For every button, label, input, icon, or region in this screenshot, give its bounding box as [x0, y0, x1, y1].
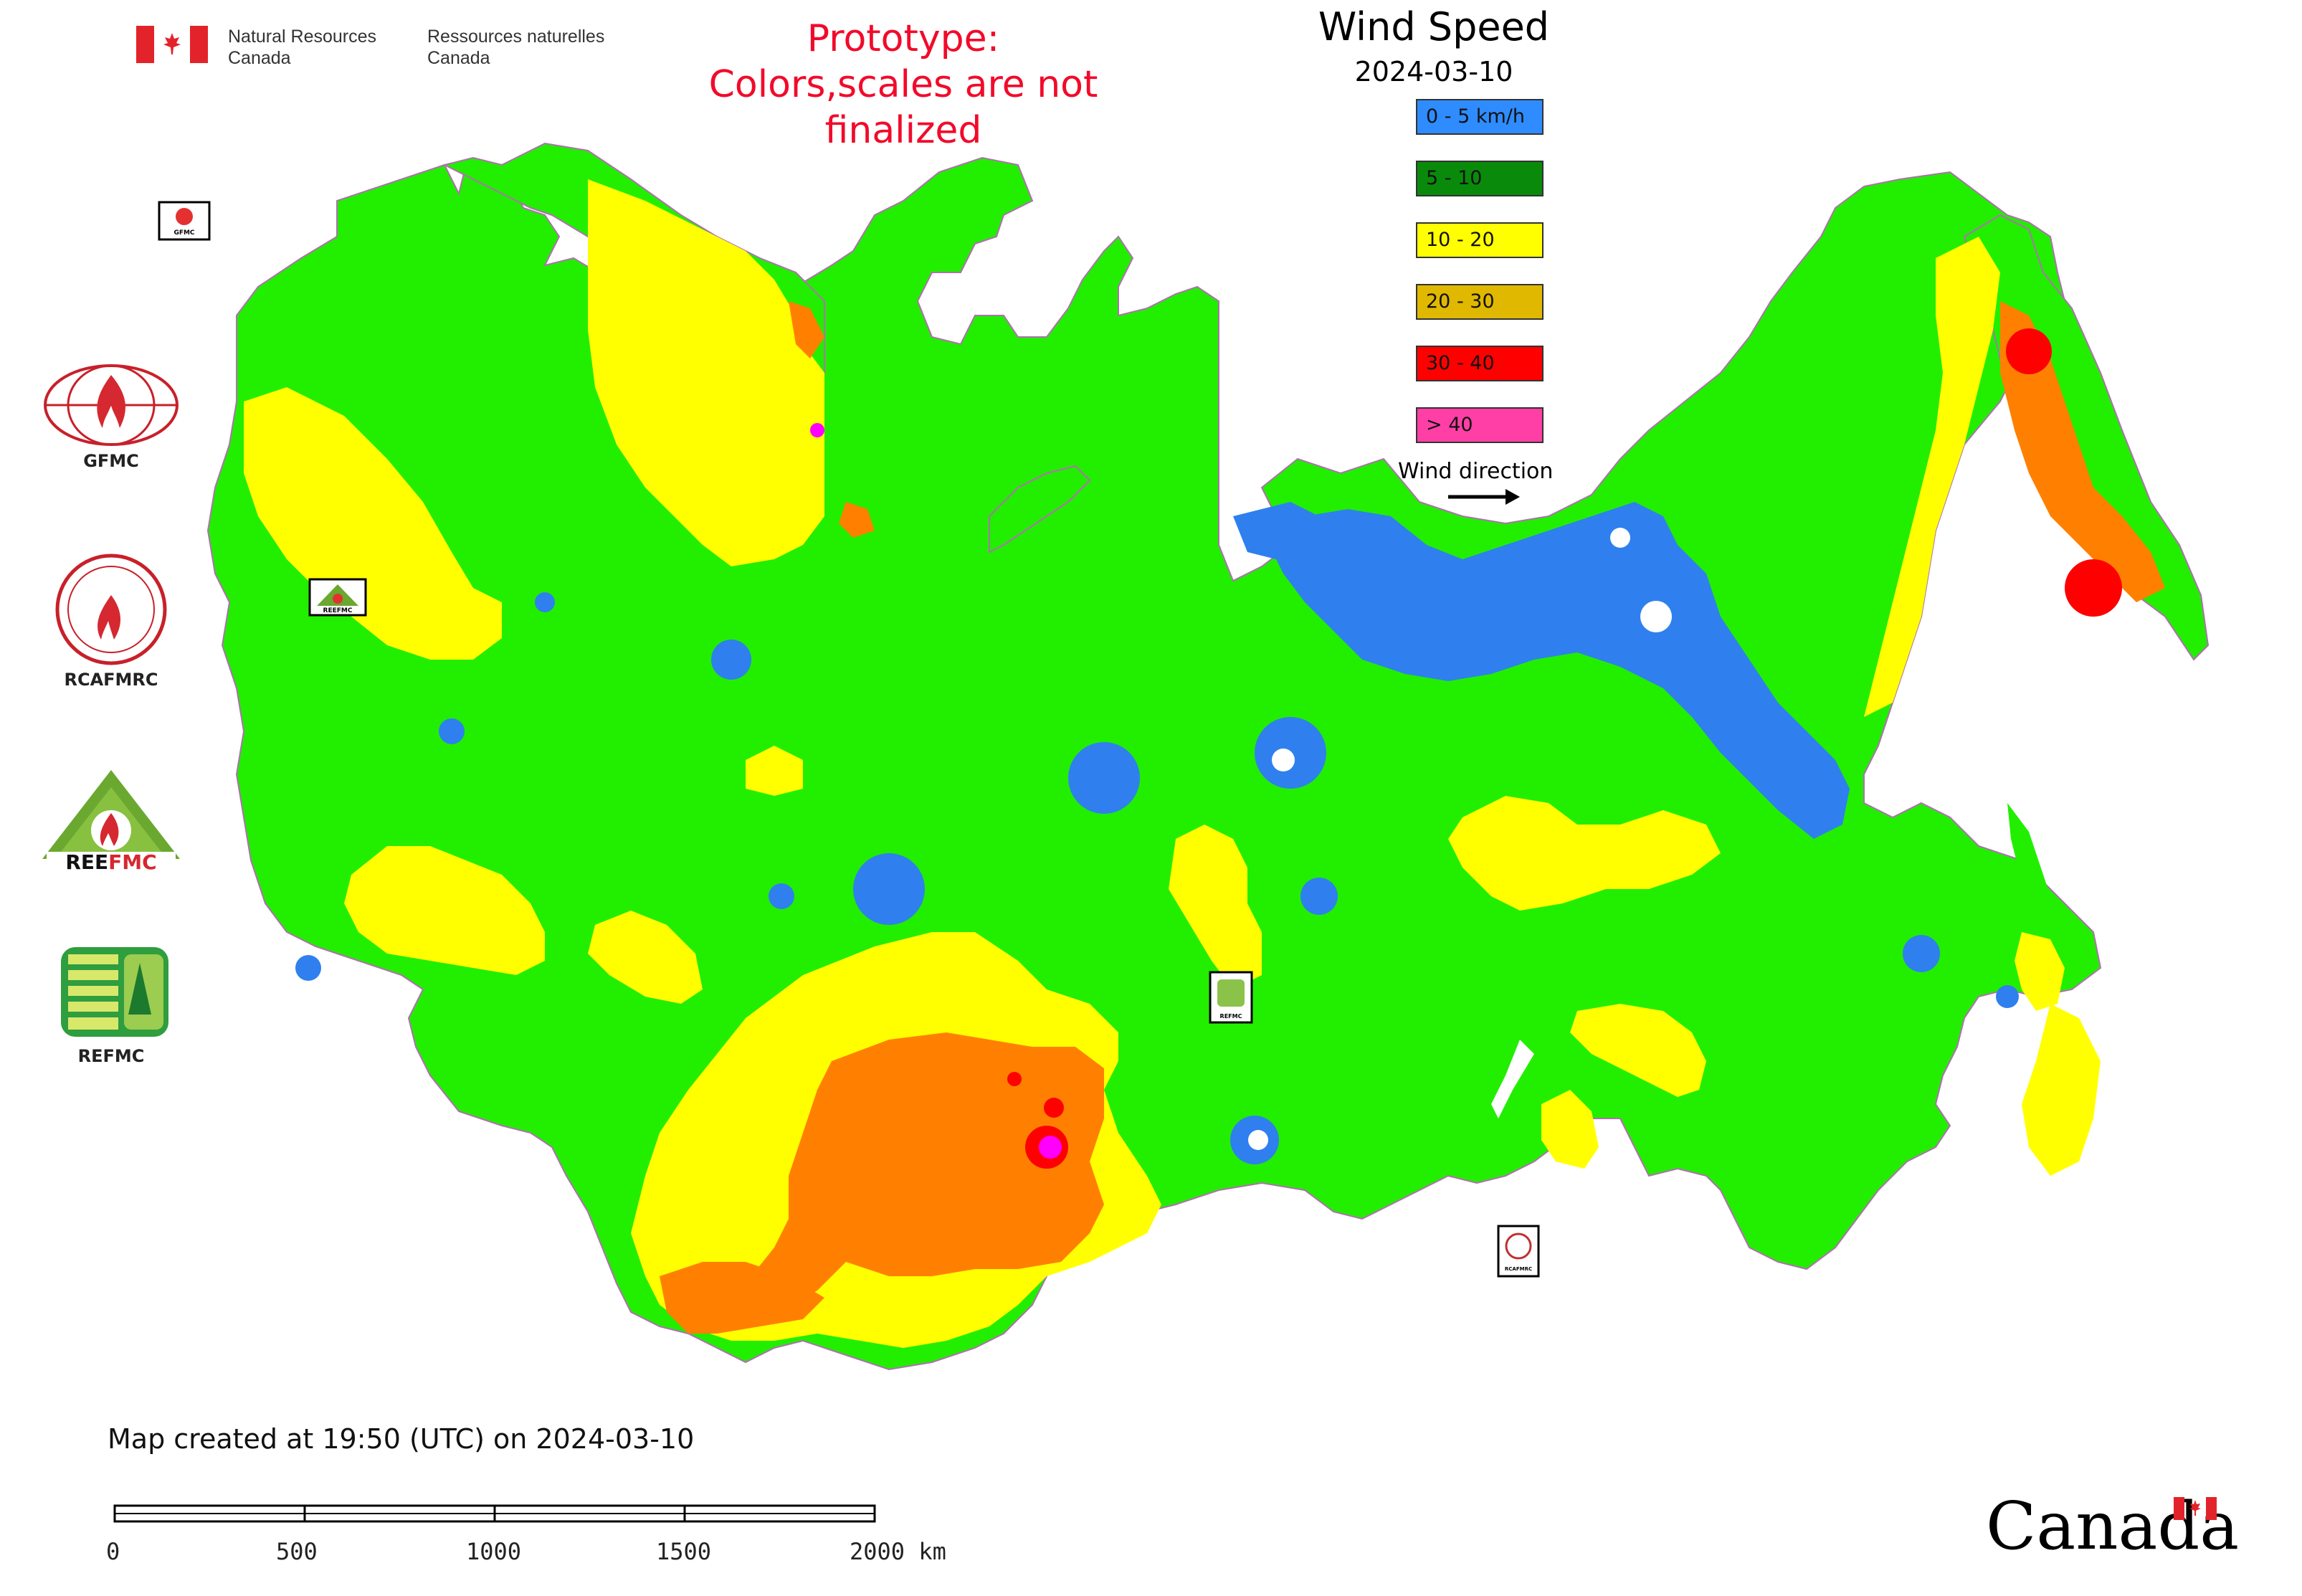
zone-orange-caspian: [660, 1262, 824, 1334]
legend-item: 30 - 40: [1416, 346, 1544, 381]
org-name-fr: Ressources naturelles Canada: [427, 27, 605, 68]
legend-item: 5 - 10: [1416, 161, 1544, 196]
canada-wordmark-flag-icon: [2174, 1497, 2217, 1520]
wind-direction-label: Wind direction: [1398, 459, 1554, 484]
calm-spot-5: [711, 640, 751, 680]
svg-text:REEFMC: REEFMC: [323, 607, 353, 614]
hotspot-red-kamchatka: [2006, 328, 2052, 374]
hotspot-red-kazakh-1: [1007, 1072, 1022, 1086]
calm-spot-9: [1996, 985, 2019, 1008]
legend-item: 20 - 30: [1416, 284, 1544, 320]
zone-yellow-baikal-east: [1570, 1004, 1706, 1097]
lake-1: [1640, 601, 1672, 632]
scale-label-500: 500: [276, 1538, 318, 1565]
logo-gfmc-label: GFMC: [83, 451, 139, 471]
calm-spot-4: [1300, 878, 1338, 915]
scale-label-1500: 1500: [656, 1538, 712, 1565]
refmc-emblem-icon: [61, 947, 168, 1037]
legend-item: 0 - 5 km/h: [1416, 99, 1544, 135]
wind-direction-arrow-icon: [1448, 489, 1520, 505]
hotspot-magenta-kazakh: [1039, 1136, 1062, 1159]
zone-yellow-ural: [588, 911, 703, 1004]
logo-rcafmrc: RCAFMRC: [39, 552, 183, 690]
map-badge-rcafmrc: RCAFMRC: [1497, 1225, 1540, 1278]
svg-text:RCAFMRC: RCAFMRC: [1505, 1266, 1532, 1272]
hotspot-magenta-kola: [810, 423, 824, 437]
zone-orange-kazakh: [746, 1032, 1104, 1305]
map-created-note: Map created at 19:50 (UTC) on 2024-03-10: [108, 1423, 695, 1455]
map-title: Wind Speed: [1318, 4, 1550, 49]
map-badge-refmc: REFMC: [1209, 971, 1253, 1024]
scale-label-1000: 1000: [466, 1538, 522, 1565]
calm-spot-8: [1903, 935, 1940, 972]
lake-3: [1272, 749, 1295, 771]
zone-yellow-sib-small: [746, 746, 803, 796]
zone-orange-mezen: [839, 502, 875, 538]
legend-item: 10 - 20: [1416, 222, 1544, 258]
legend-item: > 40: [1416, 407, 1544, 443]
org-name-en: Natural Resources Canada: [228, 27, 377, 68]
logo-refmc-label: REFMC: [77, 1046, 145, 1066]
zone-yellow-primorye: [2022, 1004, 2101, 1176]
land-sakhalin: [2007, 803, 2058, 946]
calm-spot-1: [1068, 742, 1140, 814]
hotspot-red-kamchatka-south: [2065, 559, 2122, 617]
calm-spot-6: [439, 718, 465, 744]
zone-orange-kamchatka: [2000, 301, 2165, 602]
logo-reefmc: REEFMC: [39, 766, 183, 876]
calm-spot-3: [853, 853, 925, 925]
canada-flag-icon: [136, 26, 208, 63]
lake-4: [1248, 1130, 1268, 1150]
svg-text:GFMC: GFMC: [173, 229, 194, 237]
calm-spot-11: [535, 592, 555, 612]
calm-spot-10: [769, 883, 794, 909]
zone-yellow-fenno: [588, 179, 824, 566]
lake-2: [1610, 528, 1630, 548]
logo-rcafmrc-label: RCAFMRC: [64, 670, 158, 690]
zone-yellow-amur: [2015, 932, 2065, 1011]
scale-bar: [113, 1504, 876, 1523]
map-badge-reefmc: REEFMC: [308, 578, 367, 617]
scale-label-0: 0: [106, 1538, 120, 1565]
zone-yellow-baltic: [244, 387, 502, 660]
canada-wordmark: Canada: [1986, 1488, 2240, 1564]
svg-text:REFMC: REFMC: [1220, 1013, 1242, 1020]
logo-gfmc: GFMC: [39, 362, 183, 471]
lake-baikal: [1491, 1040, 1534, 1118]
scale-label-2000: 2000 km: [850, 1538, 946, 1565]
nrcan-signature: Natural Resources Canada Ressources natu…: [136, 26, 607, 69]
svg-text:REEFMC: REEFMC: [65, 850, 156, 873]
calm-spot-12: [295, 955, 321, 981]
land-novaya-zemlya: [989, 465, 1091, 554]
logo-refmc: REFMC: [39, 943, 183, 1066]
gfmc-emblem-icon: [44, 364, 179, 446]
zone-yellow-volga: [344, 846, 545, 975]
zone-yellow-central-siberia: [1448, 796, 1721, 911]
map-badge-gfmc: GFMC: [158, 201, 211, 241]
rcafmrc-emblem-icon: [55, 554, 167, 665]
zone-yellow-west-siberia: [1169, 825, 1262, 989]
reefmc-emblem-icon: REEFMC: [42, 770, 180, 874]
zone-orange-kola: [789, 301, 824, 358]
zone-yellow-baikal-south: [1541, 1090, 1599, 1169]
hotspot-red-kazakh-2: [1044, 1098, 1064, 1118]
map-date: 2024-03-10: [1354, 56, 1513, 87]
zone-yellow-east-coast: [1864, 237, 2000, 717]
prototype-notice: Prototype: Colors,scales are not finaliz…: [708, 17, 1098, 152]
zone-blue-taymyr: [1262, 502, 1850, 839]
